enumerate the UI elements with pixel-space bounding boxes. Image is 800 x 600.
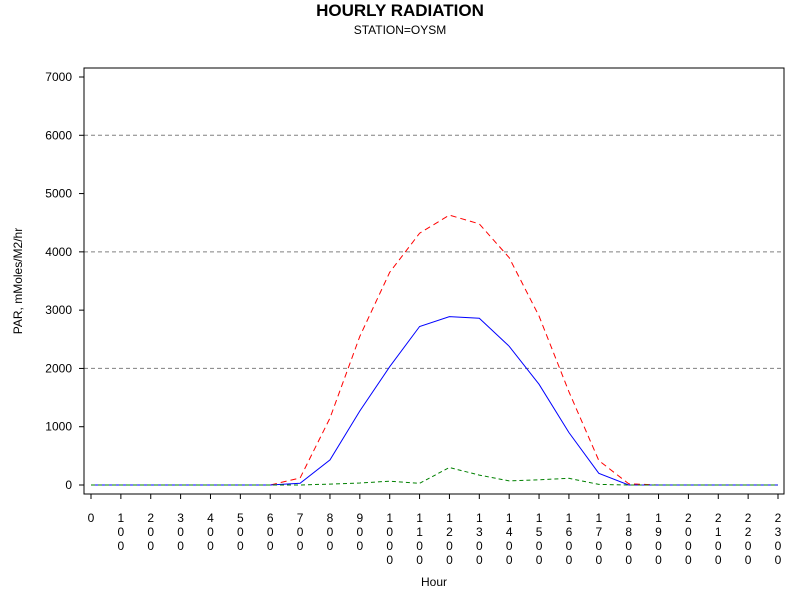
chart-subtitle: STATION=OYSM: [353, 23, 447, 37]
y-tick-label-3000: 3000: [45, 303, 72, 317]
x-axis-label: Hour: [421, 575, 447, 589]
y-tick-label-0: 0: [65, 478, 72, 492]
plot-area-frame: [83, 67, 785, 495]
y-tick-label-7000: 7000: [45, 70, 72, 84]
series-line-2: [91, 316, 778, 486]
series-line-3: [91, 466, 778, 486]
y-tick-label-2000: 2000: [45, 361, 72, 375]
chart-title: HOURLY RADIATION: [316, 1, 484, 20]
y-tick-label-5000: 5000: [45, 187, 72, 201]
y-tick-label-6000: 6000: [45, 128, 72, 142]
series-line-1: [91, 214, 778, 486]
y-tick-label-1000: 1000: [45, 420, 72, 434]
y-tick-label-4000: 4000: [45, 245, 72, 259]
x-tick-label-0: 0: [88, 511, 95, 525]
y-axis-label: PAR, mMoles/M2/hr: [11, 228, 25, 334]
